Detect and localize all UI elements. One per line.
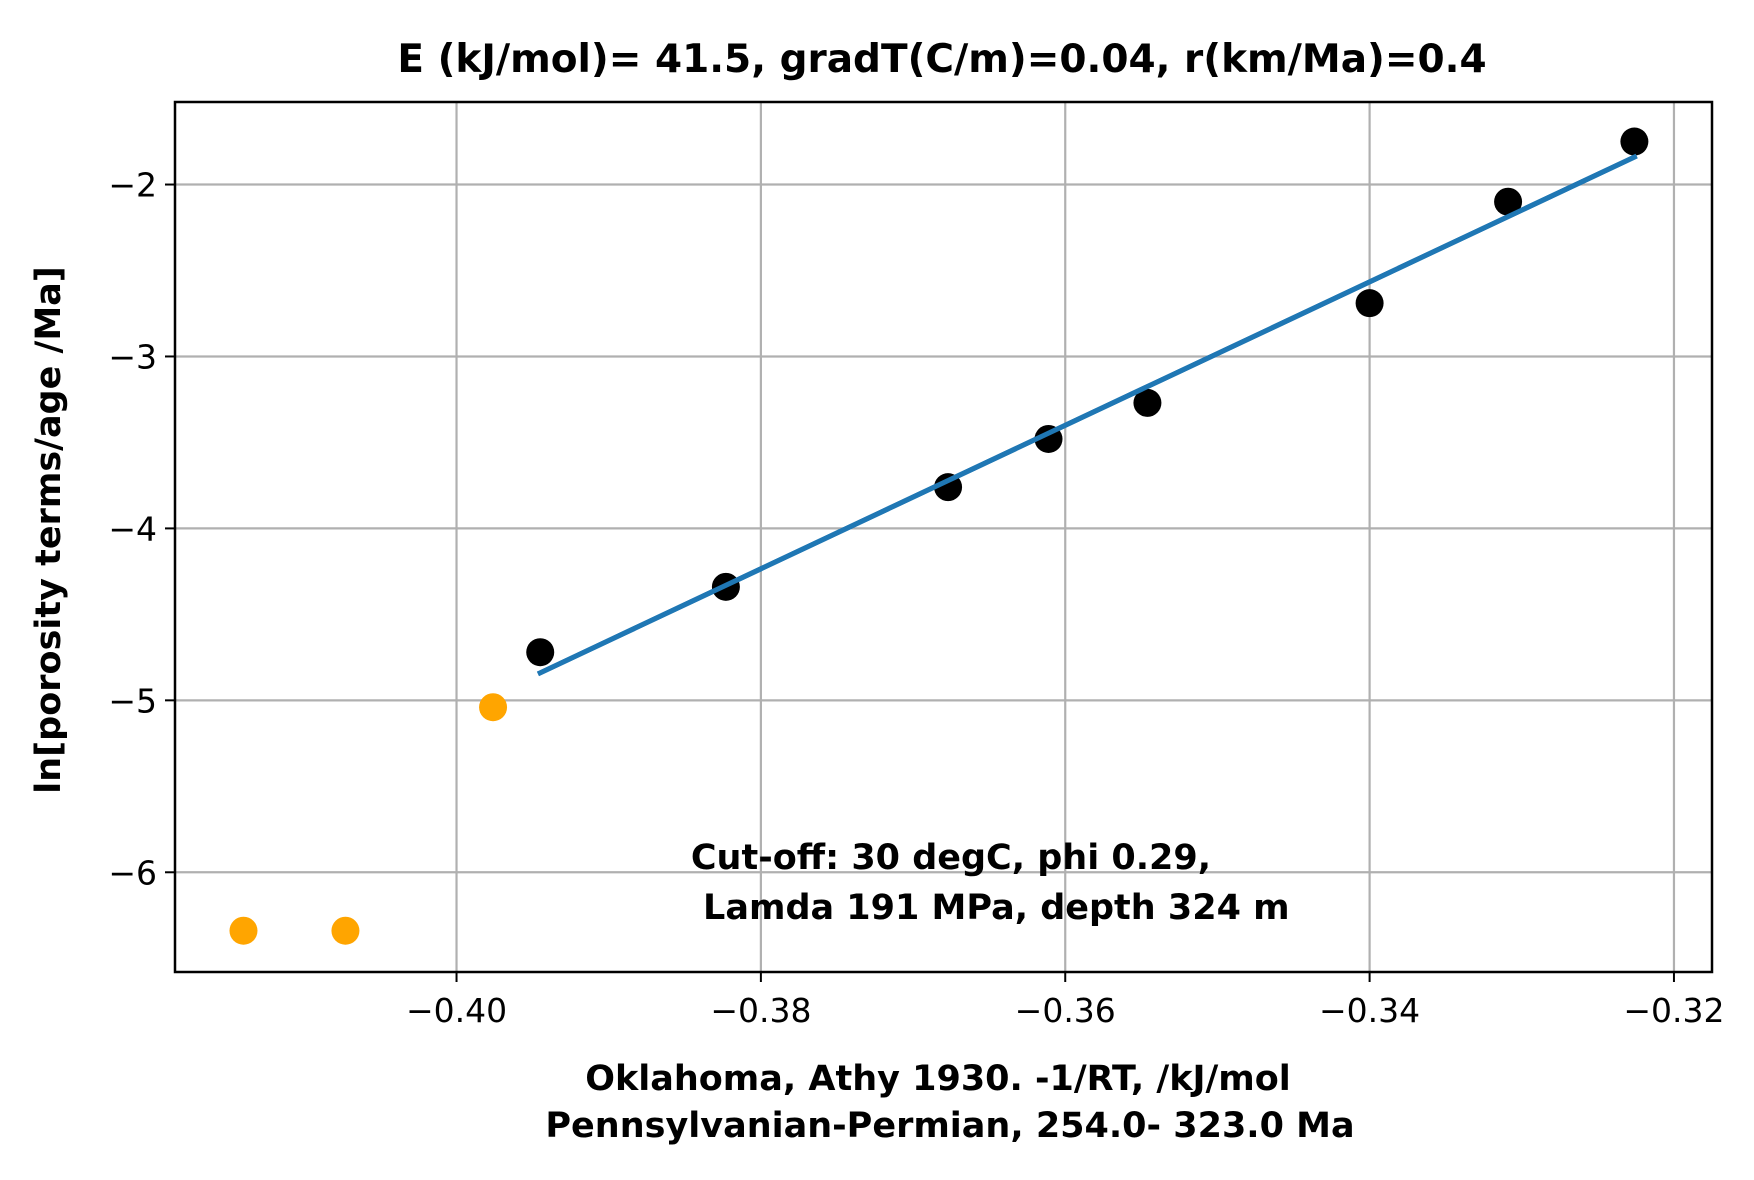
x-tick-label: −0.32 bbox=[1623, 991, 1724, 1030]
y-tick-label: −2 bbox=[108, 166, 157, 205]
x-tick-label: −0.34 bbox=[1319, 991, 1420, 1030]
data-point bbox=[1355, 289, 1384, 318]
axis-ticks bbox=[165, 183, 1675, 982]
y-tick-label: −6 bbox=[108, 853, 157, 892]
x-tick-label: −0.38 bbox=[710, 991, 811, 1030]
annotation-line-1: Cut-off: 30 degC, phi 0.29, bbox=[691, 838, 1211, 878]
excluded-data-point bbox=[229, 916, 258, 945]
plot-frame bbox=[173, 100, 1714, 974]
grid-lines bbox=[175, 102, 1712, 972]
data-point bbox=[934, 473, 963, 502]
x-axis-label-line-2: Pennsylvanian-Permian, 254.0- 323.0 Ma bbox=[545, 1106, 1354, 1146]
data-point bbox=[1133, 388, 1162, 417]
tick-labels: −0.40 −0.38 −0.36 −0.34 −0.32 −2 −3 −4 −5 −6 bbox=[108, 166, 1724, 1030]
y-tick-label: −5 bbox=[108, 681, 157, 720]
data-point bbox=[1620, 127, 1649, 156]
data-point bbox=[526, 638, 555, 667]
x-axis-label-line-1: Oklahoma, Athy 1930. -1/RT, /kJ/mol bbox=[585, 1059, 1291, 1099]
x-tick-label: −0.36 bbox=[1015, 991, 1116, 1030]
x-tick-label: −0.40 bbox=[406, 991, 507, 1030]
y-tick-label: −4 bbox=[108, 509, 157, 548]
y-tick-label: −3 bbox=[108, 337, 157, 376]
y-axis-label: ln[porosity terms/age /Ma] bbox=[29, 266, 69, 794]
data-point bbox=[1494, 187, 1523, 216]
chart-title: E (kJ/mol)= 41.5, gradT(C/m)=0.04, r(km/… bbox=[397, 37, 1486, 82]
data-series bbox=[229, 127, 1649, 945]
annotation-line-2: Lamda 191 MPa, depth 324 m bbox=[691, 888, 1290, 928]
excluded-data-point bbox=[331, 916, 360, 945]
excluded-data-point bbox=[479, 693, 508, 722]
regression-line-overlay bbox=[536, 153, 1638, 677]
